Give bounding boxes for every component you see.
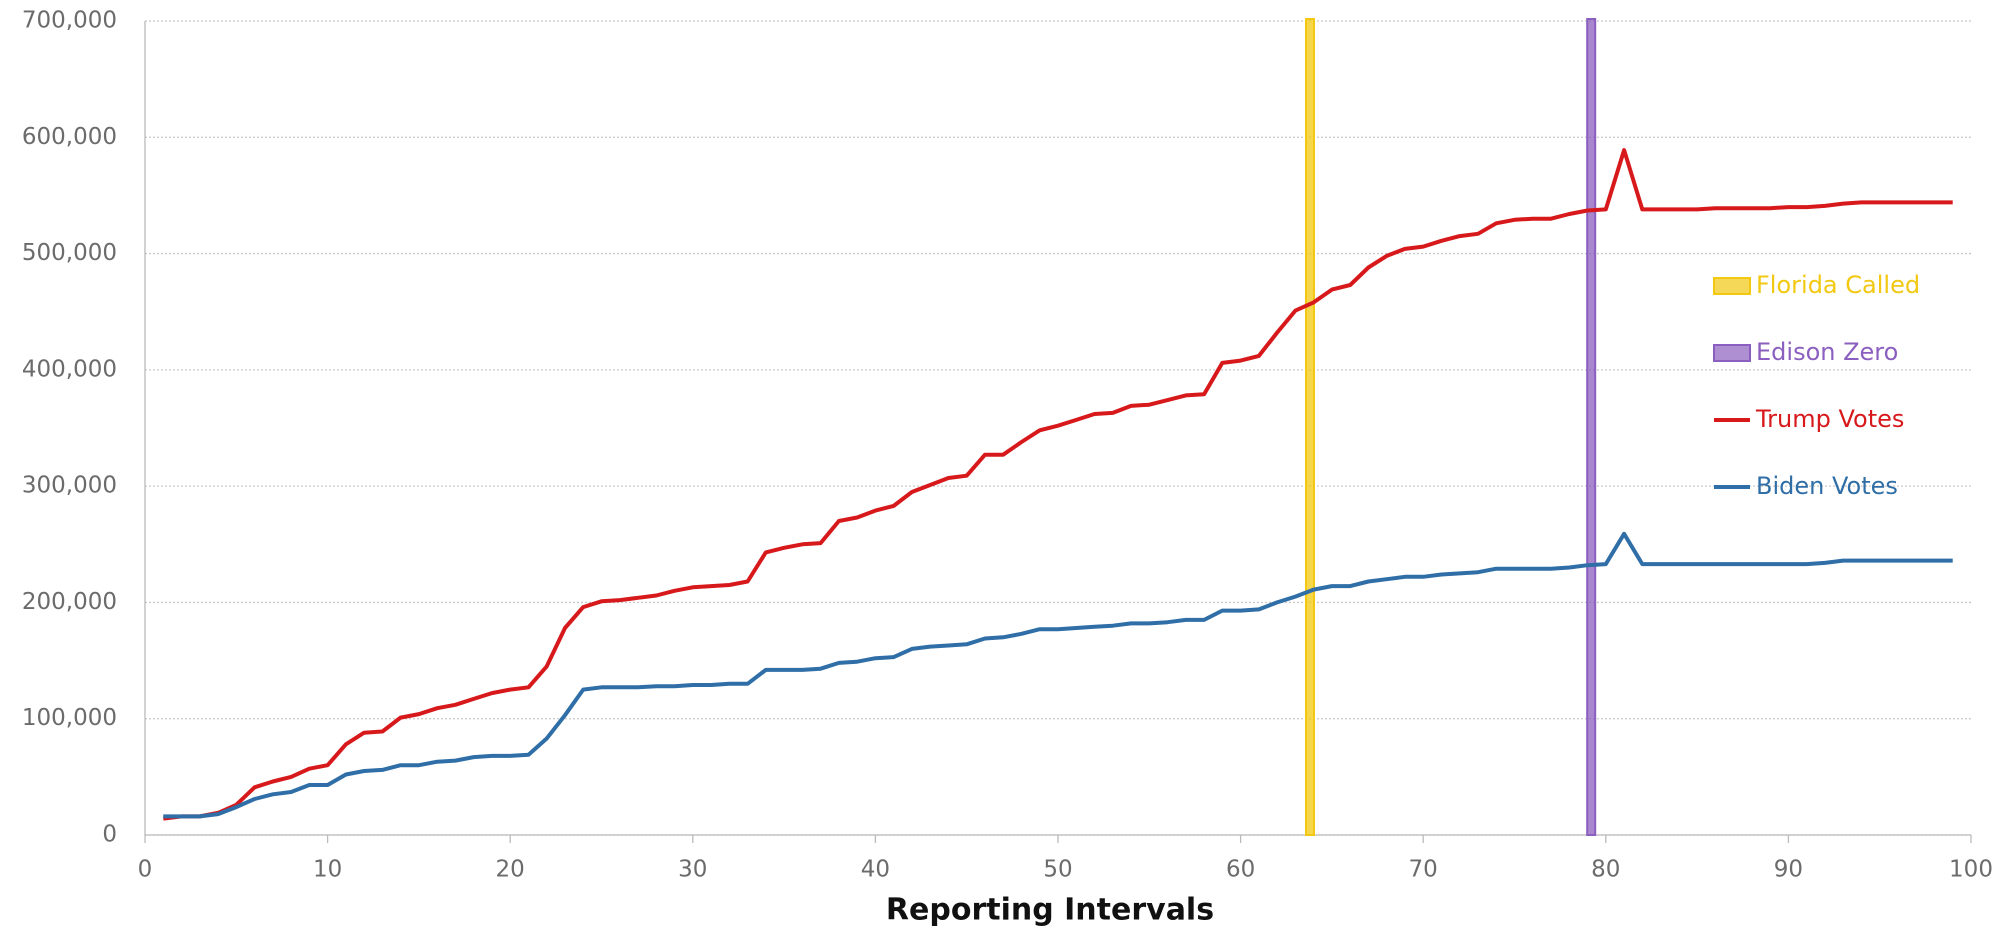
y-tick-label: 400,000 [22, 356, 117, 382]
y-tick-label: 100,000 [22, 705, 117, 731]
x-tick-label: 90 [1774, 857, 1803, 883]
event-band [1586, 18, 1597, 836]
y-tick-label: 600,000 [22, 124, 117, 150]
series-line [163, 531, 1953, 819]
legend-label: Edison Zero [1756, 338, 1898, 366]
legend-swatch [1713, 277, 1751, 295]
legend-label: Florida Called [1756, 271, 1920, 299]
y-tick-label: 0 [102, 822, 117, 848]
y-tick-label: 700,000 [22, 8, 117, 34]
x-tick-label: 40 [861, 857, 890, 883]
legend-label: Trump Votes [1755, 405, 1904, 433]
legend-label: Biden Votes [1756, 472, 1898, 500]
x-tick-label: 20 [496, 857, 525, 883]
x-axis-title: Reporting Intervals [886, 893, 1214, 928]
x-tick-label: 60 [1226, 857, 1255, 883]
x-tick-label: 100 [1949, 857, 1993, 883]
legend-swatch [1713, 344, 1751, 362]
y-tick-label: 500,000 [22, 240, 117, 266]
x-tick-label: 10 [313, 857, 342, 883]
x-tick-label: 70 [1409, 857, 1438, 883]
x-tick-label: 0 [138, 857, 153, 883]
series-line [163, 148, 1953, 821]
x-tick-label: 30 [678, 857, 707, 883]
x-tick-label: 50 [1043, 857, 1072, 883]
y-tick-label: 300,000 [22, 473, 117, 499]
y-tick-label: 200,000 [22, 589, 117, 615]
event-band [1304, 18, 1315, 836]
x-tick-label: 80 [1591, 857, 1620, 883]
